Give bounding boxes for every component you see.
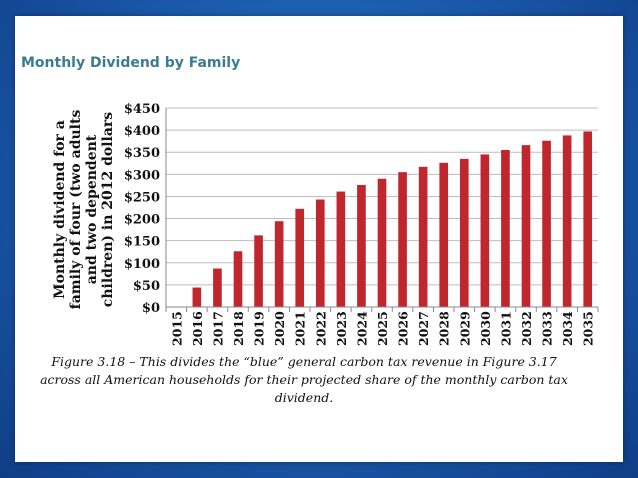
bar [213, 268, 222, 307]
bar [295, 208, 305, 307]
y-tick-label: $200 [124, 213, 160, 228]
x-tick-label: 2022 [313, 311, 328, 346]
bar [439, 162, 449, 307]
bar [336, 191, 346, 307]
x-tick-label: 2021 [293, 311, 308, 346]
y-axis-title-line: family of four (two adults [68, 110, 84, 310]
y-axis-title-line: and two dependent [84, 134, 100, 284]
x-tick-label: 2032 [519, 311, 534, 346]
bar [357, 184, 366, 307]
y-tick-label: $150 [124, 235, 160, 250]
x-tick-labels: 2015 2016 2017 2018 2019 2020 2021 2022 2023 2024… [169, 311, 595, 346]
bar [521, 145, 531, 307]
x-tick-label: 2024 [354, 311, 369, 346]
bar [501, 150, 510, 307]
x-tick-label: 2034 [560, 311, 575, 346]
y-axis-title: Monthly dividend for a family of four (tw… [52, 110, 116, 310]
x-tick-label: 2025 [375, 311, 390, 346]
x-tick-label: 2020 [272, 311, 287, 346]
x-tick-label: 2016 [190, 311, 205, 346]
bar [418, 166, 428, 307]
x-tick-label: 2031 [498, 311, 513, 346]
y-tick-label: $450 [124, 102, 160, 117]
y-tick-label: $0 [142, 301, 160, 316]
x-tick-label: 2015 [169, 311, 184, 346]
bar [377, 178, 387, 307]
x-tick-label: 2023 [334, 311, 349, 346]
x-tick-label: 2018 [231, 311, 246, 346]
axes [165, 108, 599, 312]
x-tick-label: 2019 [252, 311, 267, 346]
x-tick-label: 2026 [396, 311, 411, 346]
chart-title: Monthly Dividend by Family [21, 55, 241, 71]
y-tick-label: $350 [124, 146, 160, 161]
bar [583, 131, 593, 307]
bar [254, 235, 263, 307]
x-tick-label: 2035 [581, 311, 596, 346]
y-tick-label: $400 [124, 124, 160, 139]
x-tick-label: 2029 [457, 311, 472, 346]
y-tick-label: $100 [124, 257, 160, 272]
x-tick-label: 2033 [540, 311, 555, 346]
bar [459, 158, 469, 307]
bar [233, 251, 243, 307]
bar [542, 140, 551, 307]
y-axis-title-line: Monthly dividend for a [52, 120, 68, 299]
bar [398, 172, 407, 307]
bar [192, 287, 202, 307]
y-tick-label: $250 [124, 190, 160, 205]
x-tick-label: 2017 [210, 311, 225, 346]
x-tick-label: 2027 [416, 311, 431, 346]
y-tick-label: $300 [124, 168, 160, 183]
bar [480, 154, 490, 307]
bars [192, 131, 593, 307]
bar [315, 199, 325, 307]
y-axis-title-line: children) in 2012 dollars [100, 112, 116, 308]
figure-caption: Figure 3.18 – This divides the “blue” ge… [40, 354, 568, 405]
bar [274, 221, 284, 307]
x-tick-label: 2030 [478, 311, 493, 346]
bar [562, 135, 572, 307]
y-tick-label: $50 [133, 279, 160, 294]
y-tick-labels: $0 $50 $100 $150 $200 $250 $300 $350 $400 $450 [124, 102, 160, 316]
x-tick-label: 2028 [437, 311, 452, 346]
